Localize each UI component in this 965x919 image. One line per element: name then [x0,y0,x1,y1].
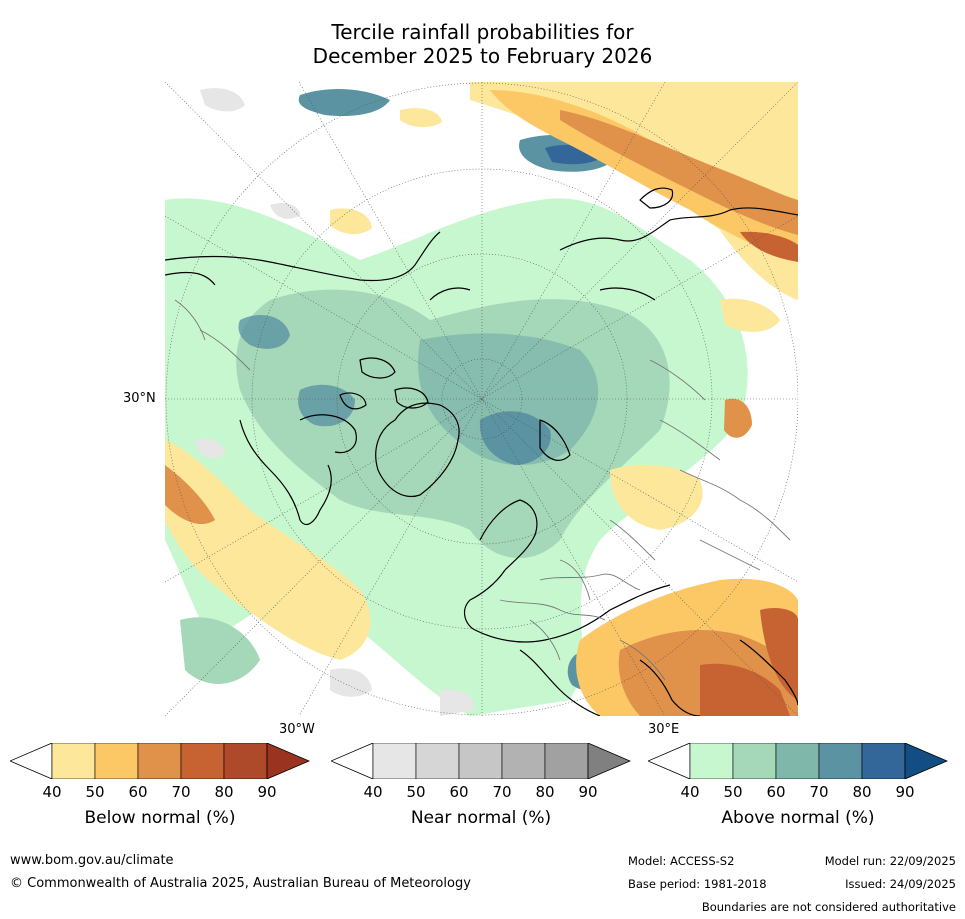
title-line-1: Tercile rainfall probabilities for [331,20,634,44]
colorbar-below-normal-tick: 70 [171,783,191,801]
coastlines [165,187,798,716]
colorbar-above-normal-bin-5 [861,743,906,779]
colorbar-below-normal-bin-5 [223,743,268,779]
colorbar-near-normal-tick: 60 [449,783,469,801]
footer-base-period: Base period: 1981-2018 [628,877,767,891]
colorbar-below-normal-low-extend [10,743,53,779]
colorbar-below-normal [10,743,310,779]
colorbar-below-normal-bin-1 [51,743,96,779]
colorbar-above-normal-title: Above normal (%) [721,808,875,828]
title-line-2: December 2025 to February 2026 [312,44,653,68]
footer-copyright: © Commonwealth of Australia 2025, Austra… [10,876,471,891]
colorbar-below-normal-bin-3 [137,743,182,779]
colorbar-below-normal-tick: 80 [214,783,234,801]
colorbar-near-normal-bin-2 [415,743,460,779]
label-30e: 30°E [648,722,680,737]
colorbar-near-normal-tick: 90 [578,783,598,801]
map-title: Tercile rainfall probabilities for Decem… [0,20,965,68]
footer-model-run: Model run: 22/09/2025 [824,854,956,868]
colorbar-near-normal-low-extend [331,743,374,779]
colorbar-above-normal-swatches [648,743,948,779]
colorbar-below-normal-swatches [10,743,310,779]
below-normal-regions [165,82,798,716]
colorbar-above-normal [648,743,948,779]
colorbar-below-normal-title: Below normal (%) [84,808,236,828]
country-boundaries [174,299,791,681]
colorbar-below-normal-bin-2 [94,743,139,779]
colorbar-above-normal-bin-3 [775,743,820,779]
colorbar-above-normal-bin-2 [732,743,777,779]
colorbar-above-normal-tick: 60 [766,783,786,801]
colorbar-above-normal-high-extend [904,743,948,779]
footer-disclaimer: Boundaries are not considered authoritat… [701,900,956,914]
colorbar-below-normal-high-extend [266,743,310,779]
colorbar-near-normal-high-extend [587,743,631,779]
colorbar-above-normal-tick: 50 [723,783,743,801]
footer-website: www.bom.gov.au/climate [10,853,174,868]
colorbar-above-normal-tick: 40 [680,783,700,801]
colorbar-near-normal-bin-5 [544,743,589,779]
colorbar-above-normal-low-extend [648,743,691,779]
colorbar-above-normal-bin-1 [689,743,734,779]
colorbar-above-normal-tick: 70 [809,783,829,801]
colorbar-below-normal-tick: 40 [42,783,62,801]
colorbar-near-normal [331,743,631,779]
label-30w: 30°W [279,722,315,737]
colorbar-near-normal-tick: 80 [535,783,555,801]
colorbar-above-normal-tick: 90 [895,783,915,801]
colorbar-near-normal-tick: 50 [406,783,426,801]
graticule [165,82,798,716]
colorbar-below-normal-tick: 50 [85,783,105,801]
colorbar-below-normal-bin-4 [180,743,225,779]
colorbar-below-normal-tick: 90 [257,783,277,801]
footer-model: Model: ACCESS-S2 [628,854,735,868]
near-normal-regions [195,88,475,716]
footer-issued: Issued: 24/09/2025 [845,877,956,891]
colorbar-near-normal-bin-3 [458,743,503,779]
colorbar-near-normal-tick: 70 [492,783,512,801]
colorbar-near-normal-swatches [331,743,631,779]
colorbar-near-normal-tick: 40 [363,783,383,801]
colorbar-near-normal-title: Near normal (%) [410,808,552,828]
label-30n: 30°N [123,391,156,406]
colorbar-above-normal-tick: 80 [852,783,872,801]
colorbar-above-normal-bin-4 [818,743,863,779]
colorbar-near-normal-bin-1 [372,743,417,779]
colorbar-below-normal-tick: 60 [128,783,148,801]
colorbar-near-normal-bin-4 [501,743,546,779]
